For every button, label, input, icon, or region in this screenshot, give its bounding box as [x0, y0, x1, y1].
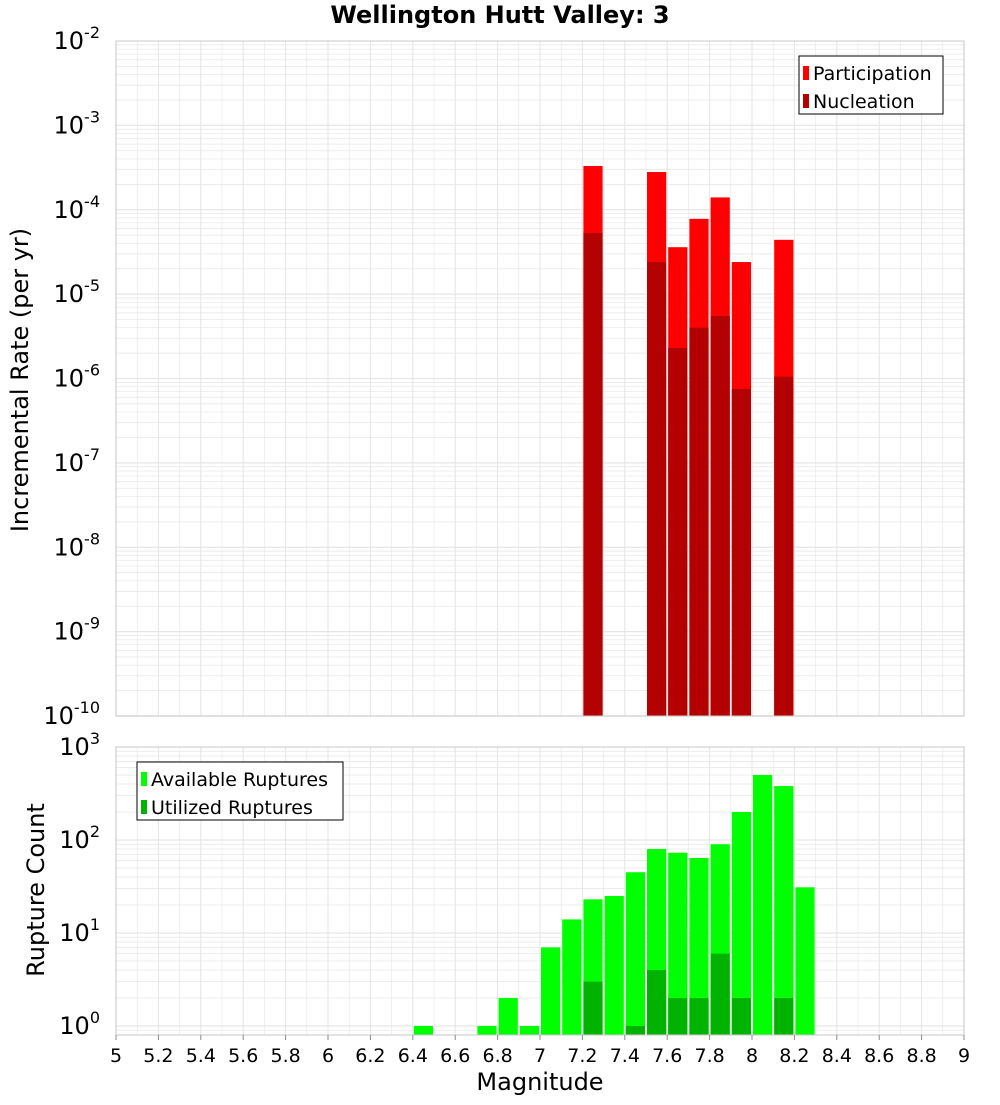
bottom-bar-available-ruptures	[477, 1025, 497, 1035]
bottom-y-tick-label: 101	[59, 915, 100, 947]
bottom-bar-utilized-ruptures	[731, 997, 751, 1035]
chart-title: Wellington Hutt Valley: 3	[330, 1, 669, 29]
bottom-bar-utilized-ruptures	[647, 969, 667, 1035]
x-tick-label: 8.6	[864, 1045, 894, 1067]
x-tick-label: 6	[322, 1045, 334, 1067]
top-y-tick-label: 10-2	[54, 23, 101, 55]
x-tick-label: 6.2	[355, 1045, 385, 1067]
x-tick-label: 5.4	[186, 1045, 216, 1067]
bottom-bar-available-ruptures	[689, 858, 709, 1035]
top-y-tick-label: 10-4	[54, 192, 101, 224]
top-bar-nucleation	[774, 376, 794, 716]
bottom-legend-box	[136, 761, 344, 821]
bottom-bar-available-ruptures	[562, 919, 582, 1035]
top-legend-swatch	[803, 66, 809, 80]
bottom-y-axis-label: Rupture Count	[22, 803, 50, 977]
bottom-y-tick-label: 103	[59, 729, 100, 761]
x-tick-label: 7.8	[694, 1045, 724, 1067]
top-y-tick-label: 10-9	[54, 614, 101, 646]
top-plot-frame	[115, 40, 965, 717]
x-tick-label: 6.4	[398, 1045, 428, 1067]
top-legend-box	[798, 55, 944, 115]
top-y-axis-label: Incremental Rate (per yr)	[6, 228, 34, 532]
bottom-bar-available-ruptures	[753, 774, 773, 1035]
x-tick-label: 8.8	[906, 1045, 936, 1067]
top-legend-label: Participation	[813, 63, 932, 85]
bottom-bar-available-ruptures	[774, 786, 794, 1035]
top-bar-nucleation	[689, 327, 709, 716]
bottom-bar-utilized-ruptures	[625, 1025, 645, 1035]
bottom-bar-available-ruptures	[625, 872, 645, 1035]
x-tick-label: 7.2	[567, 1045, 597, 1067]
top-bar-nucleation	[583, 233, 603, 716]
x-tick-label: 6.6	[440, 1045, 470, 1067]
bottom-bar-utilized-ruptures	[689, 997, 709, 1035]
bottom-legend-swatch	[141, 800, 147, 814]
bottom-legend-label: Utilized Ruptures	[151, 797, 313, 819]
bottom-legend-label: Available Ruptures	[151, 769, 328, 791]
top-legend-swatch	[803, 94, 809, 108]
top-y-tick-label: 10-3	[54, 107, 101, 139]
bottom-bar-available-ruptures	[541, 947, 561, 1035]
bottom-bar-available-ruptures	[795, 887, 815, 1035]
x-tick-label: 5.8	[270, 1045, 300, 1067]
top-y-tick-label: 10-6	[54, 361, 101, 393]
bottom-bar-available-ruptures	[498, 997, 518, 1035]
bottom-bar-utilized-ruptures	[774, 997, 794, 1035]
bottom-bar-available-ruptures	[413, 1025, 433, 1035]
bottom-bar-utilized-ruptures	[710, 953, 730, 1035]
bottom-bar-utilized-ruptures	[583, 981, 603, 1035]
bottom-bar-available-ruptures	[604, 895, 624, 1035]
x-tick-label: 7	[534, 1045, 546, 1067]
x-tick-label: 5.2	[143, 1045, 173, 1067]
x-tick-label: 6.8	[482, 1045, 512, 1067]
bottom-y-tick-label: 102	[59, 822, 100, 854]
x-tick-label: 7.4	[610, 1045, 640, 1067]
bottom-bar-utilized-ruptures	[668, 997, 688, 1035]
top-bar-nucleation	[710, 316, 730, 716]
bottom-panel: 100 101 102 103 Available Ruptures Utilized R…	[59, 729, 970, 1067]
top-bar-nucleation	[731, 389, 751, 716]
x-tick-label: 9	[958, 1045, 970, 1067]
top-bar-nucleation	[647, 262, 667, 716]
top-y-tick-label: 10-5	[54, 276, 101, 308]
bottom-bar-available-ruptures	[519, 1025, 539, 1035]
x-tick-label: 5	[110, 1045, 122, 1067]
top-panel: 10-10 10-9 10-8 10-7 10-6 10-5 10-4 10-3 10-2 Par…	[43, 23, 965, 730]
bottom-bar-available-ruptures	[731, 812, 751, 1035]
x-axis-label: Magnitude	[476, 1068, 603, 1096]
x-tick-label: 8	[746, 1045, 758, 1067]
top-y-tick-label: 10-8	[54, 529, 101, 561]
top-bar-nucleation	[668, 347, 688, 716]
top-y-tick-label: 10-7	[54, 445, 101, 477]
x-tick-label: 5.6	[228, 1045, 258, 1067]
bottom-legend-swatch	[141, 772, 147, 786]
top-legend-label: Nucleation	[813, 91, 915, 113]
bottom-y-tick-label: 100	[59, 1008, 100, 1040]
bottom-bar-available-ruptures	[668, 852, 688, 1035]
x-tick-label: 8.2	[779, 1045, 809, 1067]
x-tick-label: 8.4	[822, 1045, 852, 1067]
top-y-tick-label: 10-10	[43, 698, 100, 730]
x-tick-label: 7.6	[652, 1045, 682, 1067]
